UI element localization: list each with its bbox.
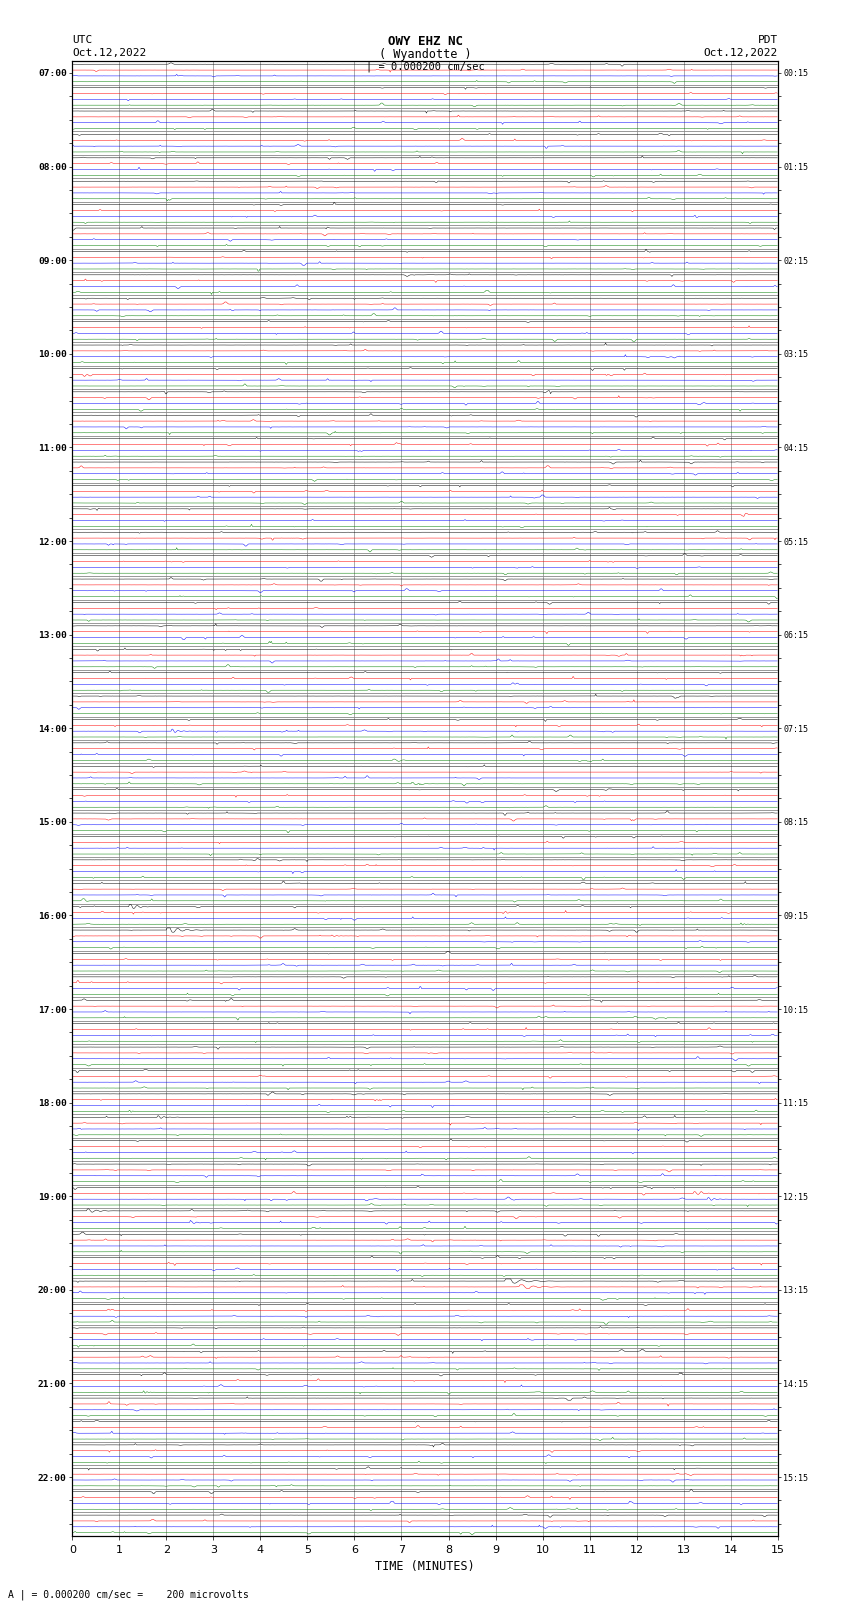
Text: PDT: PDT <box>757 35 778 45</box>
Text: ( Wyandotte ): ( Wyandotte ) <box>379 48 471 61</box>
Text: OWY EHZ NC: OWY EHZ NC <box>388 35 462 48</box>
Text: Oct.12,2022: Oct.12,2022 <box>704 48 778 58</box>
Text: Oct.12,2022: Oct.12,2022 <box>72 48 146 58</box>
Text: UTC: UTC <box>72 35 93 45</box>
Text: A | = 0.000200 cm/sec =    200 microvolts: A | = 0.000200 cm/sec = 200 microvolts <box>8 1589 249 1600</box>
X-axis label: TIME (MINUTES): TIME (MINUTES) <box>375 1560 475 1573</box>
Text: | = 0.000200 cm/sec: | = 0.000200 cm/sec <box>366 61 484 73</box>
